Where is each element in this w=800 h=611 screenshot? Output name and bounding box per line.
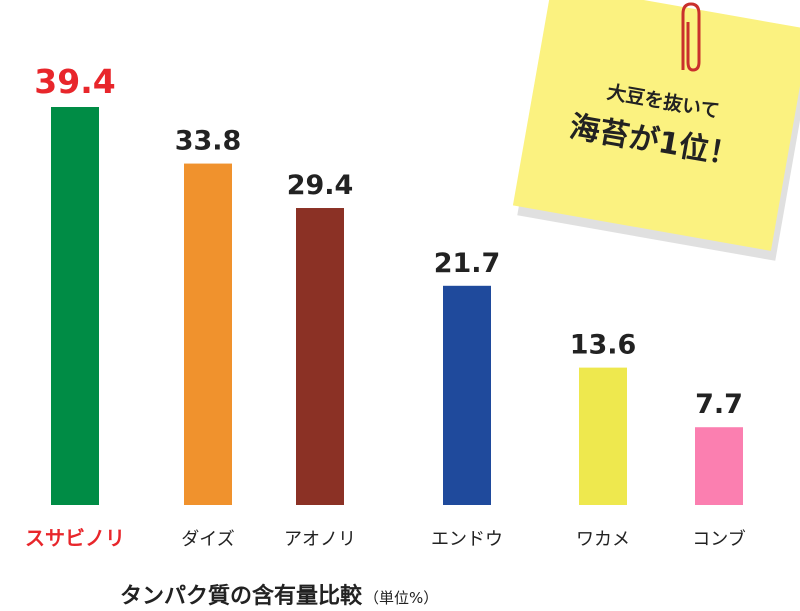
x-tick-label: スサビノリ — [25, 526, 125, 550]
sticky-note: 大豆を抜いて 海苔が1位！ — [512, 0, 800, 261]
x-tick-label: エンドウ — [431, 529, 503, 550]
bar — [51, 107, 99, 505]
bar — [296, 208, 344, 505]
value-label: 39.4 — [34, 62, 115, 101]
chart-title: タンパク質の含有量比較 — [120, 583, 363, 609]
x-tick-label: ダイズ — [181, 529, 234, 550]
bar — [579, 367, 627, 505]
bar — [695, 427, 743, 505]
unit-label: （単位%） — [364, 589, 438, 607]
bar — [443, 285, 491, 505]
paperclip — [681, 2, 701, 72]
note-paper — [512, 0, 800, 251]
bar — [184, 163, 232, 505]
value-label: 29.4 — [287, 170, 354, 201]
x-tick-label: アオノリ — [284, 529, 356, 550]
value-label: 21.7 — [434, 248, 501, 279]
value-label: 13.6 — [570, 330, 637, 361]
value-label: 7.7 — [695, 389, 743, 420]
value-label: 33.8 — [175, 126, 242, 157]
x-tick-label: ワカメ — [576, 529, 630, 550]
x-tick-label: コンブ — [692, 528, 745, 550]
